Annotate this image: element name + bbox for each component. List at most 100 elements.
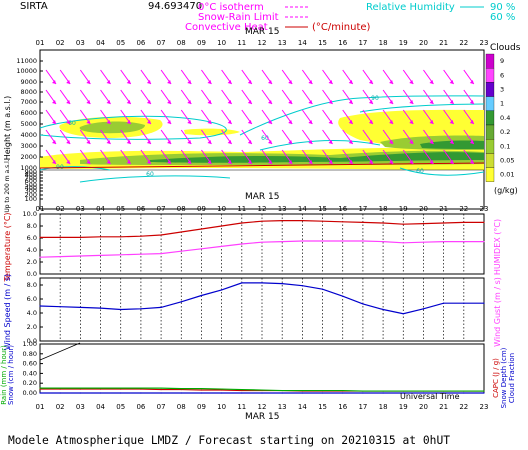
ytick: 8.0 bbox=[27, 281, 37, 289]
hour-label-top: 18 bbox=[379, 39, 388, 47]
hour-label-top: 23 bbox=[480, 39, 489, 47]
data-point bbox=[483, 221, 485, 223]
data-point bbox=[99, 387, 102, 389]
wind-arrow-head bbox=[429, 120, 434, 124]
data-point bbox=[221, 392, 223, 394]
legend-0c-isotherm: 0°C isotherm bbox=[198, 2, 264, 13]
gust-ylabel: Wind Gust (m / s) bbox=[493, 277, 502, 347]
hour-label-mid: 02 bbox=[56, 205, 65, 213]
wind-arrow-head bbox=[227, 80, 232, 84]
data-point bbox=[483, 390, 485, 392]
wind-arrow-head bbox=[86, 100, 91, 104]
colorbar-level: 0.2 bbox=[500, 128, 510, 136]
colorbar-swatch bbox=[485, 167, 495, 182]
wind-arrow-head bbox=[449, 160, 454, 164]
wind-arrow-head bbox=[288, 80, 293, 84]
hour-label-mid: 20 bbox=[419, 205, 428, 213]
data-point bbox=[402, 313, 404, 315]
rh-contour-label: 60 bbox=[146, 171, 154, 178]
wind-arrow-head bbox=[368, 140, 373, 144]
wind-arrow-head bbox=[227, 140, 232, 144]
data-point bbox=[362, 390, 364, 392]
cloud-ytick: 600 bbox=[25, 177, 37, 185]
data-point bbox=[79, 236, 81, 238]
wind-arrow-head bbox=[409, 160, 414, 164]
ytick: 2.0 bbox=[27, 323, 37, 331]
footer: Modele Atmospherique LMDZ / Forecast sta… bbox=[8, 434, 450, 447]
wind-arrow-head bbox=[308, 120, 313, 124]
data-point bbox=[261, 241, 263, 243]
data-point bbox=[221, 388, 223, 390]
wind-arrow-head bbox=[86, 160, 91, 164]
cloud-ytick: 900 bbox=[25, 168, 37, 176]
ytick: 2.0 bbox=[27, 258, 37, 266]
wind-arrow-head bbox=[146, 80, 151, 84]
hour-label-top: 12 bbox=[258, 39, 267, 47]
data-point bbox=[140, 392, 142, 394]
ytick: 4.0 bbox=[27, 246, 37, 254]
wind-arrow-head bbox=[52, 80, 56, 84]
ytick: 6.0 bbox=[27, 295, 37, 303]
cloud-ytick: 3000 bbox=[20, 142, 37, 150]
cloud-ylabel2: Up to 200 m a.s.l. bbox=[4, 159, 11, 212]
data-point bbox=[261, 282, 263, 284]
wind-arrow-head bbox=[247, 80, 252, 84]
wind-arrow-head bbox=[126, 160, 131, 164]
hour-label-mid: 17 bbox=[358, 205, 367, 213]
cloud-layer bbox=[150, 152, 484, 163]
wind-arrow-head bbox=[328, 120, 333, 124]
wind-arrow-head bbox=[389, 100, 394, 104]
wind-arrow-head bbox=[86, 120, 91, 124]
data-point bbox=[140, 235, 142, 237]
wind-arrow-head bbox=[52, 140, 56, 144]
data-point bbox=[321, 392, 324, 394]
wind-arrow-head bbox=[126, 140, 131, 144]
hour-label-mid: 19 bbox=[399, 205, 408, 213]
data-point bbox=[261, 389, 263, 391]
hour-label-top: 17 bbox=[358, 39, 367, 47]
colorbar-swatch bbox=[485, 96, 495, 111]
rh-contour bbox=[399, 167, 485, 176]
data-point bbox=[362, 240, 364, 242]
wind-arrow-head bbox=[167, 160, 172, 164]
wind-arrow-head bbox=[66, 140, 71, 144]
wind-arrow-head bbox=[429, 80, 434, 84]
wind-arrow-head bbox=[187, 120, 192, 124]
hour-label-top: 19 bbox=[399, 39, 408, 47]
data-point bbox=[362, 303, 364, 305]
wind-arrow-head bbox=[328, 140, 333, 144]
data-point bbox=[443, 222, 445, 224]
data-point bbox=[382, 222, 384, 224]
hour-label-bottom: 10 bbox=[217, 403, 226, 411]
ytick: 0.40 bbox=[23, 369, 37, 377]
wind-arrow-head bbox=[308, 80, 313, 84]
hour-label-bottom: 03 bbox=[76, 403, 85, 411]
data-point bbox=[180, 250, 182, 252]
data-point bbox=[120, 308, 122, 311]
hour-label-top: 08 bbox=[177, 39, 186, 47]
hour-label-bottom: 21 bbox=[439, 403, 448, 411]
hour-label-bottom: 06 bbox=[136, 403, 145, 411]
cloud-panel: 1100010000900080007000600050004000300020… bbox=[16, 49, 485, 210]
data-point bbox=[422, 390, 425, 392]
data-point bbox=[59, 388, 61, 390]
hour-label-bottom: 07 bbox=[157, 403, 166, 411]
cloud-colorbar: 9 6 3 1 0.4 0.2 0.1 0.05 0.01 bbox=[485, 53, 514, 182]
data-point bbox=[241, 389, 243, 392]
colorbar-swatch bbox=[485, 153, 495, 168]
wind-arrow-head bbox=[348, 120, 353, 124]
cloud-ytick: 6000 bbox=[20, 109, 37, 117]
data-point bbox=[443, 241, 445, 243]
data-point bbox=[241, 243, 243, 245]
wind-arrow-head bbox=[167, 140, 172, 144]
data-point bbox=[39, 256, 41, 258]
ytick: 4.0 bbox=[27, 309, 37, 317]
hour-label-top: 11 bbox=[237, 39, 246, 47]
ytick: 0.0 bbox=[27, 337, 37, 345]
data-point bbox=[39, 387, 41, 389]
data-point bbox=[180, 392, 182, 394]
data-point bbox=[463, 392, 465, 394]
wind-arrow-head bbox=[207, 140, 212, 144]
hour-label-mid: 03 bbox=[76, 205, 85, 213]
wind-arrow-head bbox=[449, 80, 454, 84]
